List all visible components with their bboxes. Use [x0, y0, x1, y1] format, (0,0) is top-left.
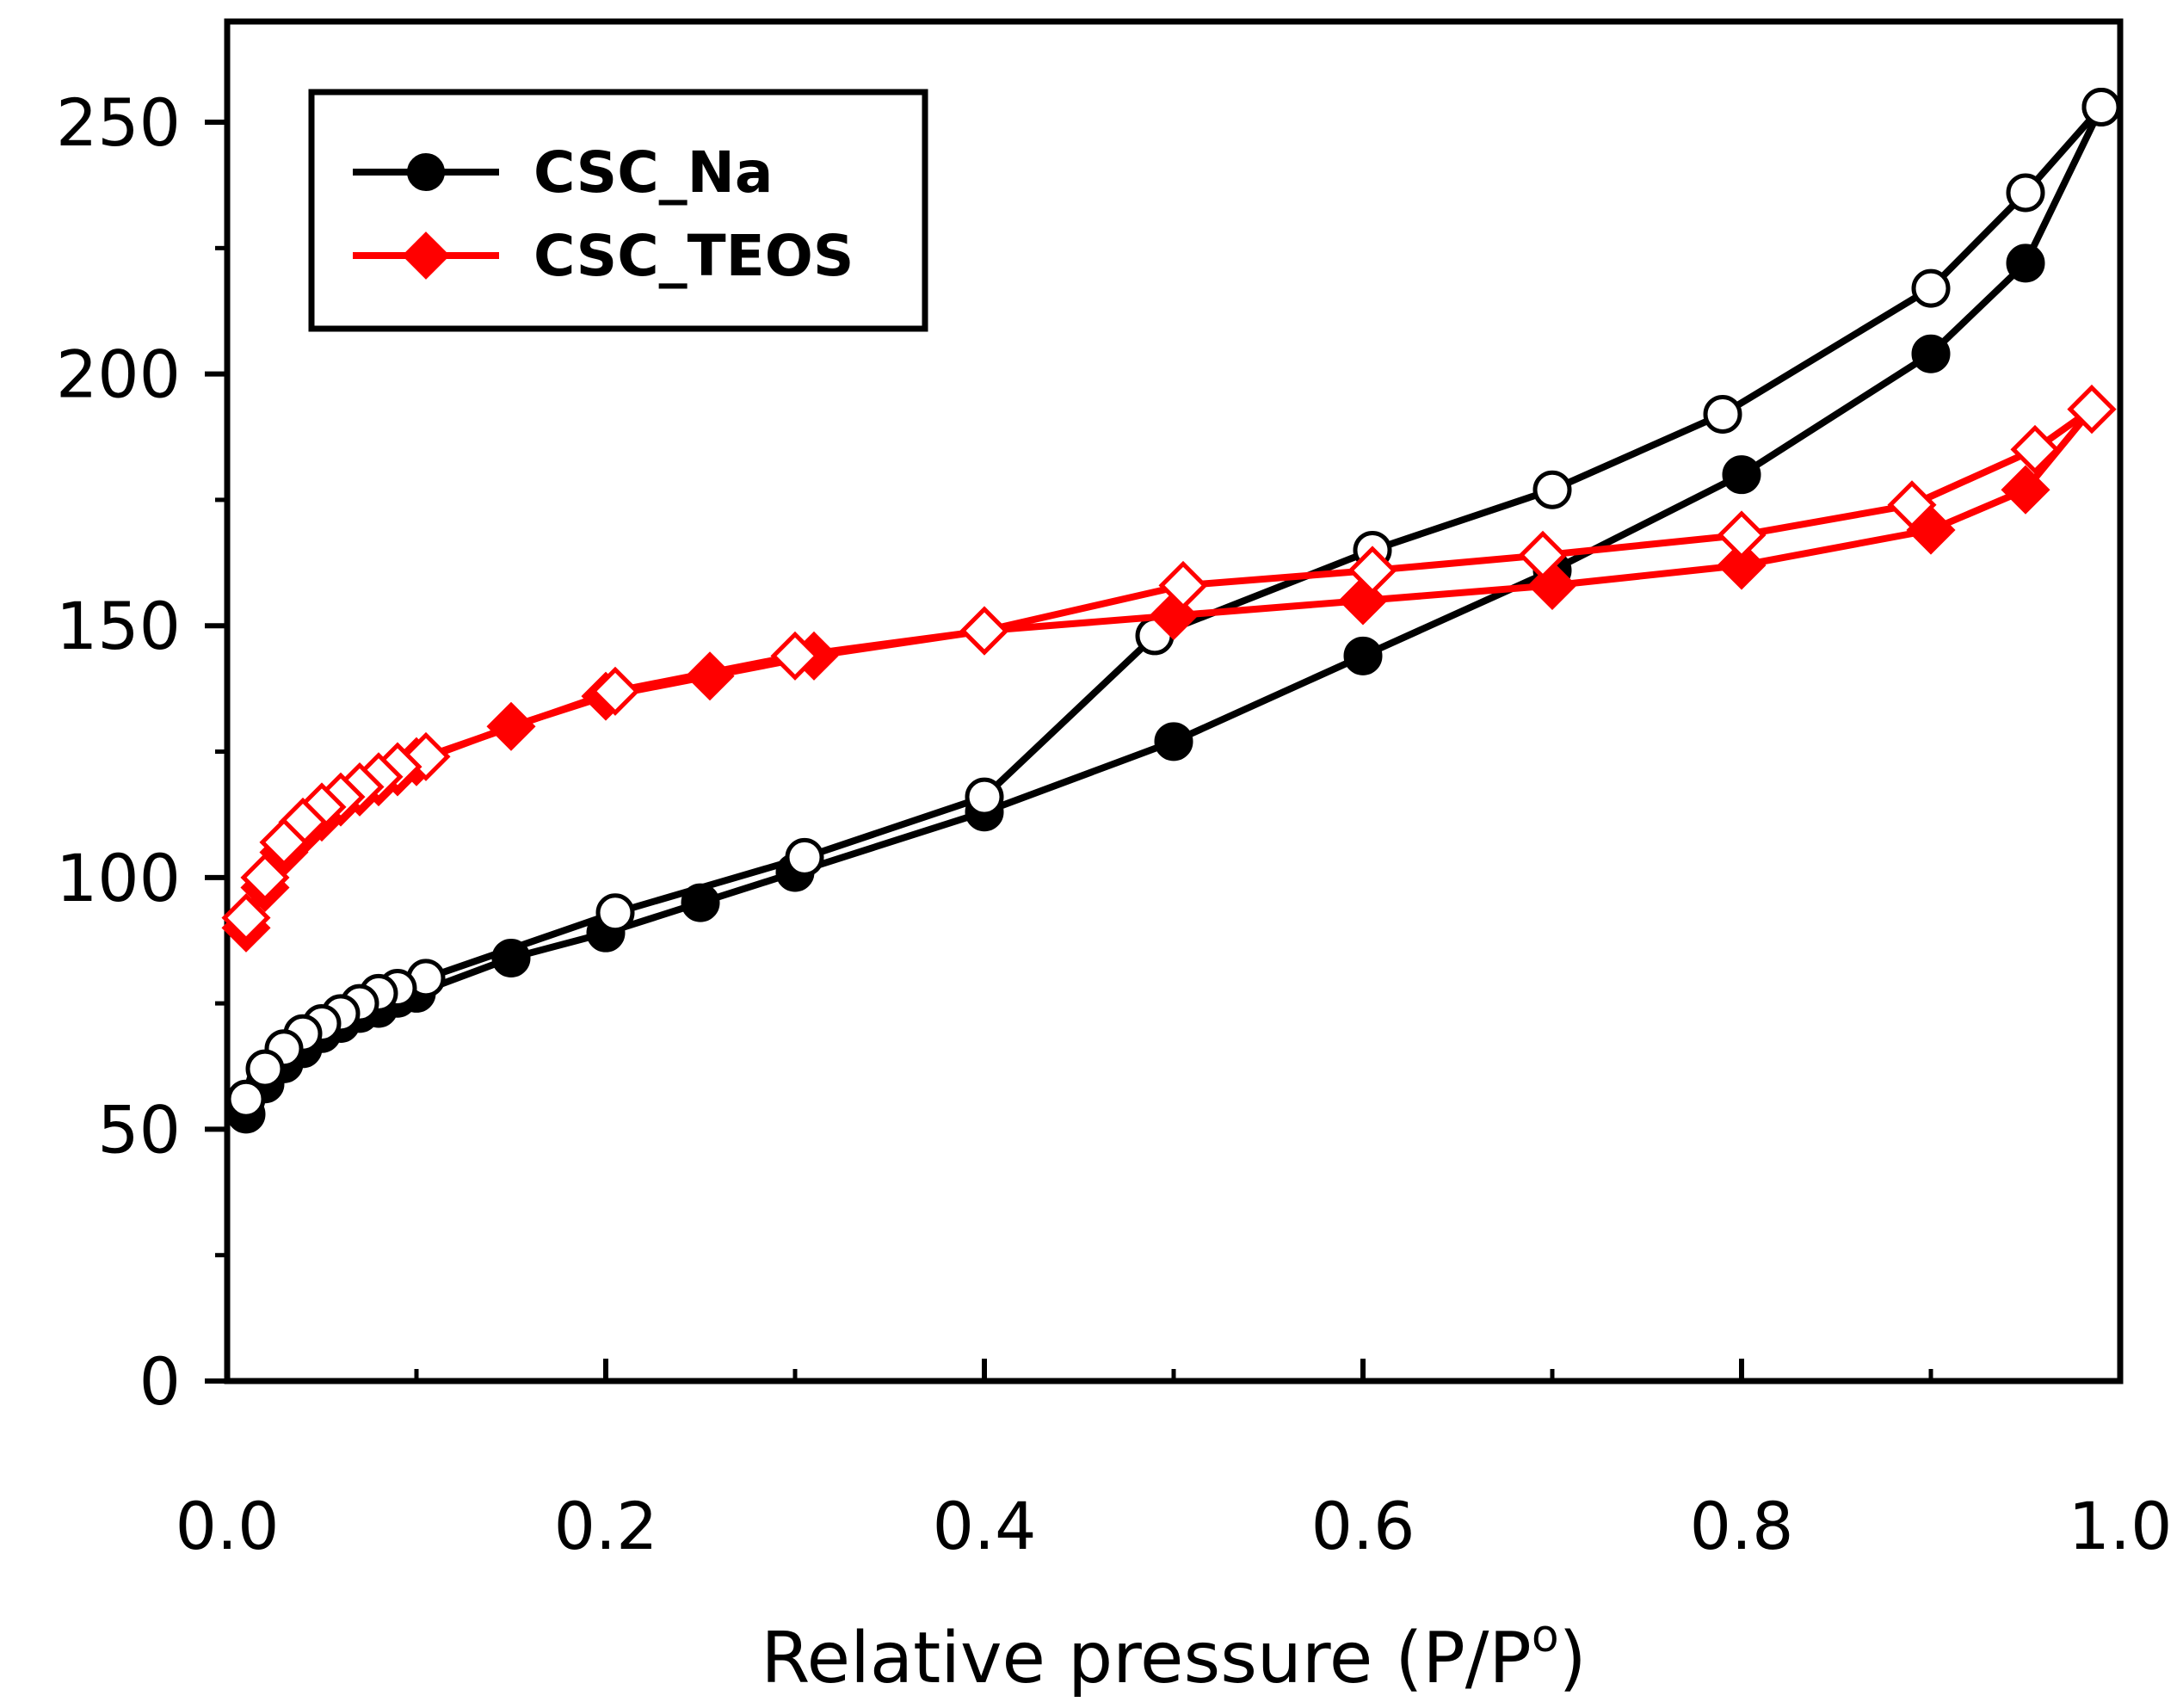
data-point [245, 1049, 285, 1088]
legend: CSC_Na CSC_TEOS [308, 89, 928, 332]
data-point [1532, 470, 1572, 509]
data-point [240, 853, 290, 903]
data-point [2006, 173, 2045, 213]
data-point [1158, 560, 1208, 610]
x-tick-label: 0.6 [1311, 1488, 1415, 1564]
data-point [1518, 530, 1568, 580]
series-2 [221, 385, 2117, 953]
x-axis-title: Relative pressure (P/Po) [761, 1611, 1586, 1699]
data-point [221, 893, 271, 943]
series-1 [226, 87, 2121, 1119]
data-point [1717, 540, 1767, 590]
legend-marker-csc-teos [402, 231, 450, 280]
data-point [2010, 424, 2060, 474]
series-line [243, 406, 2094, 920]
y-axis-ticks: 0 50 100 150 200 250 [56, 84, 227, 1420]
y-tick-label: 200 [56, 336, 181, 413]
series-3 [221, 385, 2117, 943]
data-point [785, 837, 824, 877]
data-point [1154, 722, 1193, 762]
data-point [2006, 244, 2045, 283]
data-point [226, 1079, 266, 1119]
data-point [1911, 334, 1951, 373]
data-point [2081, 87, 2121, 126]
data-point [965, 777, 1004, 817]
x-tick-label: 0.4 [933, 1488, 1037, 1564]
data-point [1347, 546, 1397, 595]
data-point [959, 606, 1009, 656]
legend-marker-csc-na [407, 153, 445, 191]
data-point [1343, 636, 1383, 675]
x-tick-label: 0.0 [176, 1488, 280, 1564]
x-tick-label: 0.8 [1690, 1488, 1794, 1564]
data-point [1887, 480, 1937, 530]
x-axis-ticks: 0.0 0.2 0.4 0.6 0.8 1.0 [176, 1359, 2173, 1564]
y-tick-label: 0 [139, 1343, 181, 1420]
y-tick-label: 100 [56, 840, 181, 916]
data-point [1911, 268, 1951, 308]
data-point [2001, 465, 2050, 515]
series-layer [221, 87, 2121, 1134]
series-line [243, 407, 2095, 930]
legend-label-csc-teos: CSC_TEOS [533, 223, 854, 289]
data-point [770, 631, 820, 681]
legend-box [308, 89, 928, 332]
data-point [259, 817, 309, 867]
legend-label-csc-na: CSC_Na [533, 139, 773, 206]
data-point [2067, 385, 2117, 435]
y-tick-label: 250 [56, 84, 181, 161]
y-tick-label: 50 [97, 1091, 181, 1168]
x-tick-label: 1.0 [2069, 1488, 2173, 1564]
data-point [1717, 510, 1767, 560]
x-tick-label: 0.2 [554, 1488, 658, 1564]
data-point [1703, 394, 1742, 434]
y-tick-label: 150 [56, 588, 181, 664]
data-point [590, 666, 640, 716]
x-axis-title-superscript: o [1532, 1611, 1559, 1662]
x-axis-title-suffix: ) [1559, 1618, 1587, 1699]
data-point [595, 893, 635, 933]
data-point [1722, 455, 1761, 495]
